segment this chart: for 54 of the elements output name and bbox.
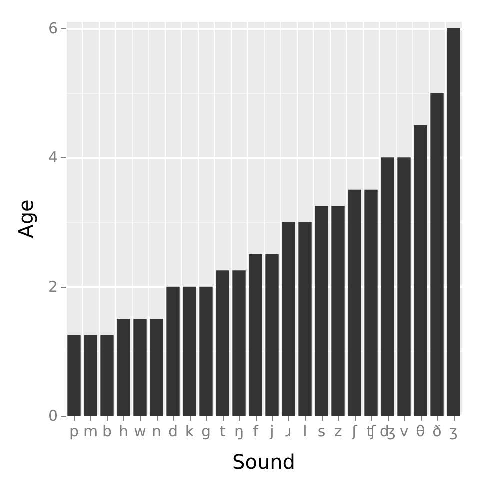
bar <box>84 335 98 416</box>
x-tick-label: ʒ <box>449 422 458 440</box>
bar <box>364 190 378 416</box>
bar <box>216 270 230 416</box>
bar <box>348 190 362 416</box>
bar <box>232 270 246 416</box>
y-tick-label: 2 <box>48 278 58 296</box>
bar <box>315 206 328 416</box>
y-tick-label: 6 <box>48 19 58 38</box>
bar <box>150 319 164 416</box>
bar <box>183 286 196 416</box>
x-tick-label: b <box>102 422 112 440</box>
x-tick-label: l <box>303 422 308 440</box>
bar <box>166 286 180 416</box>
x-tick-label: ŋ <box>234 422 244 440</box>
x-tick-label: ʤ <box>380 422 396 440</box>
x-tick-label: v <box>400 422 409 440</box>
bar <box>332 206 345 416</box>
x-tick-label: f <box>253 422 260 440</box>
y-axis-title: Age <box>14 200 38 238</box>
x-tick-label: z <box>334 422 342 440</box>
bar <box>298 222 312 416</box>
x-tick-label: ʧ <box>366 422 377 440</box>
bar <box>430 93 444 416</box>
x-tick-label: p <box>69 422 80 440</box>
bar <box>282 222 296 416</box>
x-tick-label: d <box>168 422 178 440</box>
x-tick-label: w <box>134 422 146 440</box>
x-tick-label: n <box>152 422 162 440</box>
bar <box>134 319 147 416</box>
bar <box>68 335 81 416</box>
y-tick-label: 0 <box>48 407 58 425</box>
bar <box>117 319 130 416</box>
x-tick-label: ð <box>432 422 442 440</box>
x-tick-label: s <box>318 422 326 440</box>
x-tick-label: g <box>201 422 212 440</box>
bar <box>381 158 394 416</box>
x-tick-label: h <box>118 422 129 440</box>
x-tick-label: k <box>185 422 194 440</box>
bar <box>249 254 262 416</box>
x-tick-label: θ <box>416 422 426 440</box>
x-tick-label: ʃ <box>351 422 358 440</box>
x-tick-label: j <box>269 422 274 440</box>
bar <box>447 28 460 416</box>
y-tick-label: 4 <box>48 148 58 167</box>
bar <box>398 158 411 416</box>
bar <box>200 286 213 416</box>
x-axis-title: Sound <box>232 450 296 474</box>
x-tick-label: ɹ <box>286 422 292 440</box>
bar <box>100 335 114 416</box>
bar <box>414 125 428 416</box>
x-tick-label: m <box>83 422 98 440</box>
bar <box>266 254 279 416</box>
x-tick-label: t <box>220 422 226 440</box>
